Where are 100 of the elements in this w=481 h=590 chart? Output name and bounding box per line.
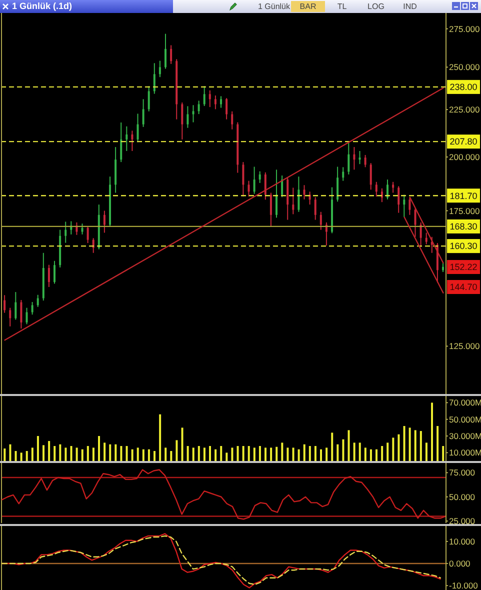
bar	[403, 426, 406, 461]
bar	[326, 448, 328, 461]
bar	[414, 430, 416, 461]
bar	[76, 448, 78, 461]
bar	[36, 436, 39, 461]
candlestick	[31, 302, 34, 316]
bar	[64, 448, 67, 461]
candlestick	[148, 86, 150, 112]
bar	[4, 448, 6, 461]
ref-line-label: 181.70	[450, 190, 478, 201]
bar	[42, 445, 45, 461]
y-tick-label: -10.000	[449, 580, 478, 590]
bar	[270, 448, 272, 461]
bar	[126, 446, 128, 461]
bar	[104, 442, 106, 461]
candlestick	[186, 106, 189, 128]
candlestick	[414, 208, 416, 238]
bar	[336, 444, 339, 461]
bar	[425, 442, 428, 461]
bar	[436, 426, 439, 461]
candlestick	[258, 170, 261, 184]
candlestick	[86, 225, 89, 244]
candlestick	[103, 210, 106, 234]
bar	[320, 449, 322, 461]
candlestick	[136, 113, 139, 143]
ref-line-label: 160.30	[450, 241, 478, 252]
bar	[331, 432, 334, 461]
candlestick	[442, 262, 444, 272]
text: BAR	[291, 1, 325, 12]
bar	[292, 448, 294, 461]
bar	[364, 448, 366, 461]
candlestick	[264, 172, 266, 200]
bar	[226, 452, 228, 461]
bar	[281, 442, 284, 461]
candlestick	[192, 104, 194, 123]
candlestick	[281, 175, 284, 198]
y-tick-label: 10.000	[449, 536, 476, 546]
bar	[14, 451, 17, 461]
bar	[348, 430, 350, 461]
bar	[376, 449, 378, 461]
candlestick	[170, 44, 172, 64]
bar	[120, 446, 122, 461]
candlestick	[276, 169, 278, 218]
candlestick	[9, 307, 12, 327]
candlestick	[364, 154, 366, 168]
bar	[186, 446, 189, 461]
candlestick	[214, 95, 216, 110]
candlestick	[231, 110, 234, 130]
bar	[154, 451, 156, 461]
bar	[181, 428, 184, 461]
bar	[142, 449, 144, 461]
text: TL	[336, 1, 348, 12]
candlestick	[303, 184, 306, 200]
bar	[408, 428, 411, 461]
candlestick	[4, 294, 6, 314]
bar	[398, 434, 400, 461]
y-tick-label: 125.000	[449, 341, 480, 352]
bar	[370, 449, 372, 461]
bar	[392, 438, 394, 461]
bar	[303, 444, 306, 461]
candlestick	[142, 98, 144, 128]
bar	[264, 448, 267, 461]
bar	[148, 449, 150, 461]
text: 1 Günlük	[257, 1, 291, 12]
bar	[231, 448, 234, 461]
candlestick	[336, 166, 339, 202]
bar	[176, 440, 178, 461]
candlestick	[153, 62, 156, 94]
ref-line-label: 207.80	[450, 136, 478, 147]
ref-line-label: 238.00	[450, 82, 478, 92]
bar	[358, 442, 361, 461]
bar	[86, 446, 89, 461]
chart-title: 1 Günlük (.1d)	[12, 0, 72, 13]
bar	[31, 448, 34, 461]
candlestick	[348, 141, 350, 175]
bar	[109, 444, 112, 461]
y-tick-label: 250.000	[449, 62, 480, 72]
bar	[236, 446, 239, 461]
bar	[242, 446, 244, 461]
candlestick	[314, 196, 316, 220]
candlestick	[92, 238, 94, 254]
bar	[192, 448, 194, 461]
candlestick	[126, 126, 128, 152]
candlestick	[181, 102, 184, 140]
candlestick	[408, 196, 411, 216]
candlestick	[198, 100, 200, 115]
bar	[198, 446, 200, 461]
bar	[48, 441, 50, 461]
candlestick	[220, 96, 222, 108]
bar	[159, 414, 162, 461]
candlestick	[36, 294, 39, 308]
annotation: 152.22	[447, 260, 480, 274]
candlestick	[320, 211, 322, 230]
candlestick	[253, 166, 256, 194]
annotation: 144.70	[447, 280, 480, 294]
candlestick	[398, 186, 400, 214]
candlestick	[380, 188, 383, 203]
candlestick	[358, 150, 361, 165]
candlestick	[386, 179, 389, 200]
candlestick	[420, 222, 422, 248]
